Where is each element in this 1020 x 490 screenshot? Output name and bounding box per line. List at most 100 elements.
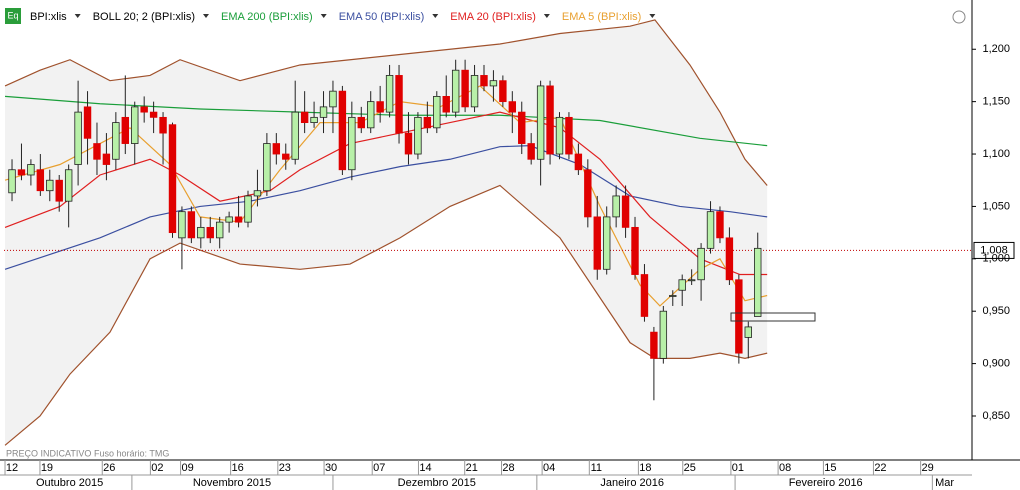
candle-body	[744, 326, 752, 338]
candle-body	[357, 116, 365, 129]
candle-body	[461, 69, 469, 108]
candle-body	[300, 111, 309, 123]
x-tick-label: 26	[103, 462, 115, 474]
band-fill	[5, 19, 768, 446]
legend-item[interactable]: EMA 5 (BPI:xlis)	[562, 11, 641, 23]
candle-body	[423, 116, 432, 129]
candle-body	[367, 101, 375, 129]
candle-body	[489, 80, 498, 87]
candle-body	[131, 106, 139, 144]
y-tick-label: 1,200	[982, 43, 1010, 55]
plot-area	[4, 19, 972, 446]
candle-body	[451, 69, 460, 113]
clock-icon[interactable]	[952, 10, 966, 24]
candle-body	[631, 226, 639, 275]
legend-arrow	[74, 14, 81, 18]
candle-body	[36, 169, 45, 192]
footer-text: Fuso horário: TMG	[94, 448, 169, 458]
candle-body	[678, 279, 686, 291]
candle-body	[536, 85, 545, 160]
candle-body	[697, 247, 705, 281]
candle-body	[621, 195, 630, 228]
y-tick-label: 1,050	[982, 200, 1010, 212]
icon-label: Eq	[7, 10, 18, 20]
candle-body	[206, 226, 214, 239]
legend-arrow	[320, 14, 327, 18]
candle-body	[319, 106, 328, 118]
x-tick-label: 25	[684, 462, 696, 474]
candle-body	[178, 211, 186, 239]
legend-item[interactable]: EMA 200 (BPI:xlis)	[221, 11, 313, 23]
x-tick-label: 18	[639, 462, 651, 474]
candle-body	[338, 90, 347, 171]
candle-body	[687, 279, 696, 282]
last-price-label: 1,008	[980, 244, 1008, 256]
candle-body	[244, 195, 252, 223]
legend-item[interactable]: EMA 20 (BPI:xlis)	[450, 11, 536, 23]
x-tick-label: 23	[279, 462, 291, 474]
candle-body	[376, 101, 384, 113]
candle-body	[310, 116, 318, 123]
candle-body	[93, 143, 101, 160]
candle-body	[527, 143, 535, 160]
candle-body	[593, 216, 601, 270]
candle-body	[470, 75, 479, 108]
candle-body	[149, 111, 158, 118]
y-tick-label: 0,900	[982, 358, 1010, 370]
candle-body	[716, 211, 724, 239]
month-label: Dezembro 2015	[398, 477, 476, 489]
y-tick-label: 0,850	[982, 410, 1010, 422]
legend-item[interactable]: BPI:xlis	[30, 11, 67, 23]
x-tick-label: 30	[325, 462, 337, 474]
x-tick-label: 28	[502, 462, 514, 474]
month-label: Mar	[935, 477, 954, 489]
band-line	[4, 184, 768, 446]
candle-body	[27, 164, 35, 176]
candle-body	[263, 143, 271, 192]
candle-body	[659, 310, 668, 359]
x-tick-label: 12	[6, 462, 18, 474]
candle-body	[225, 216, 233, 223]
candle-body	[102, 153, 111, 165]
candle-body	[555, 116, 564, 155]
candle-body	[442, 96, 450, 113]
candle-body	[584, 169, 592, 218]
candle-body	[253, 190, 262, 197]
x-tick-label: 08	[779, 462, 791, 474]
candle-body	[735, 279, 743, 354]
legend-arrow	[649, 14, 656, 18]
candle-body	[706, 211, 715, 249]
candle-body	[112, 122, 120, 160]
candle-body	[17, 169, 26, 176]
x-tick-label: 15	[824, 462, 836, 474]
x-tick-label: 22	[874, 462, 886, 474]
drawing-box	[730, 312, 816, 322]
candle-body	[121, 116, 129, 144]
candle-body	[395, 75, 403, 134]
candle-body	[499, 80, 507, 103]
candle-body	[754, 247, 762, 317]
legend-item[interactable]: EMA 50 (BPI:xlis)	[339, 11, 425, 23]
candle-body	[725, 237, 734, 281]
candle-body	[234, 216, 243, 223]
x-tick-label: 01	[732, 462, 744, 474]
month-label: Outubro 2015	[36, 477, 103, 489]
band-line	[4, 19, 768, 186]
legend-arrow	[203, 14, 209, 18]
candle-body	[546, 85, 554, 155]
legend-item[interactable]: BOLL 20; 2 (BPI:xlis)	[93, 11, 195, 23]
candle-body	[385, 75, 394, 113]
y-tick-label: 1,150	[982, 96, 1010, 108]
footer-text: PREÇO INDICATIVO	[6, 448, 91, 458]
x-tick-label: 14	[419, 462, 431, 474]
x-tick-label: 21	[466, 462, 478, 474]
candle-body	[74, 111, 82, 165]
candle-body	[46, 179, 54, 192]
icon[interactable]	[5, 8, 21, 24]
x-tick-label: 16	[231, 462, 243, 474]
last-price-box	[973, 241, 1015, 259]
x-tick-label: 29	[922, 462, 934, 474]
candle-body	[272, 143, 281, 155]
candle-body	[602, 216, 611, 270]
candle-body	[140, 106, 148, 113]
